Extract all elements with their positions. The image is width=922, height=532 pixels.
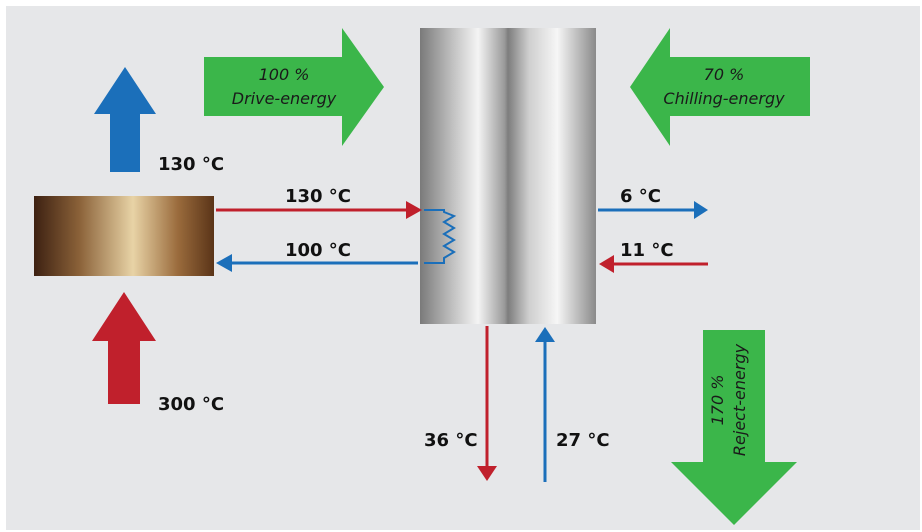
chilled-in-temperature: 11 °C: [620, 240, 674, 261]
drive-energy-label: Drive-energy: [232, 89, 337, 108]
heat-generator-block: [34, 196, 214, 276]
cooling-in-temperature: 27 °C: [556, 430, 610, 451]
source-temperature: 300 °C: [158, 394, 224, 415]
exhaust-up-arrow: [94, 67, 156, 172]
return-temperature: 100 °C: [285, 240, 351, 261]
chilled-out-temperature: 6 °C: [620, 186, 661, 207]
reject-energy-label: Reject-energy: [730, 343, 749, 456]
supply-arrow-head: [406, 201, 422, 219]
chilled-out-arrow-head: [694, 201, 708, 219]
reject-energy-arrow: [671, 330, 797, 525]
chiller-unit: [420, 28, 596, 324]
heat-source-up-arrow: [92, 292, 156, 404]
drive-energy-percent: 100 %: [259, 65, 310, 84]
supply-temperature: 130 °C: [285, 186, 351, 207]
chilling-energy-label: Chilling-energy: [663, 89, 785, 108]
cooling-out-temperature: 36 °C: [424, 430, 478, 451]
cooling-out-arrow-head: [477, 466, 497, 481]
chilled-in-arrow-head: [599, 255, 614, 273]
reject-energy-percent: 170 %: [708, 375, 727, 426]
exhaust-temperature: 130 °C: [158, 154, 224, 175]
drive-energy-arrow: [204, 28, 384, 146]
chilling-energy-percent: 70 %: [704, 65, 745, 84]
chilling-energy-arrow: [630, 28, 810, 146]
cooling-in-arrow-head: [535, 327, 555, 342]
return-arrow-head: [216, 254, 232, 272]
heating-coil: [424, 209, 457, 264]
